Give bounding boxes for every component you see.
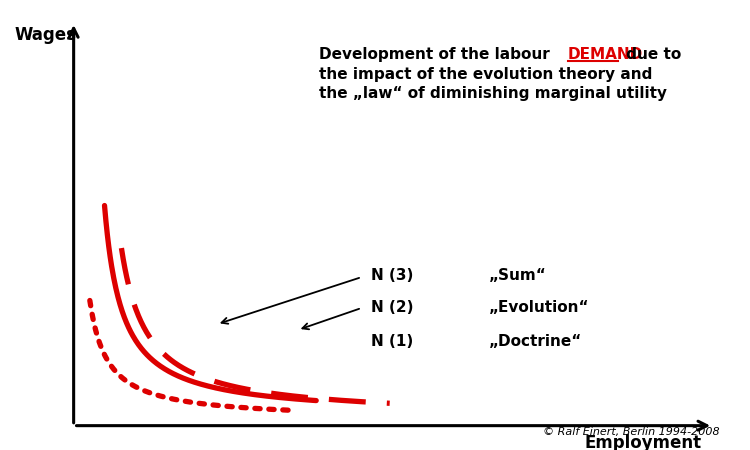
Text: „Sum“: „Sum“ [489, 268, 547, 283]
Text: „Evolution“: „Evolution“ [489, 301, 590, 315]
Text: DEMAND: DEMAND [568, 47, 643, 63]
Text: the impact of the evolution theory and: the impact of the evolution theory and [319, 67, 652, 82]
Text: N (1): N (1) [371, 334, 413, 349]
Text: the „law“ of diminishing marginal utility: the „law“ of diminishing marginal utilit… [319, 86, 667, 101]
Text: Development of the labour: Development of the labour [319, 47, 555, 63]
Text: Employment: Employment [585, 434, 702, 450]
Text: Wages: Wages [15, 27, 76, 45]
Text: N (2): N (2) [371, 301, 414, 315]
Text: N (3): N (3) [371, 268, 414, 283]
Text: © Ralf Einert, Berlin 1994-2008: © Ralf Einert, Berlin 1994-2008 [543, 427, 720, 437]
Text: „Doctrine“: „Doctrine“ [489, 334, 582, 349]
Text: due to: due to [621, 47, 681, 63]
